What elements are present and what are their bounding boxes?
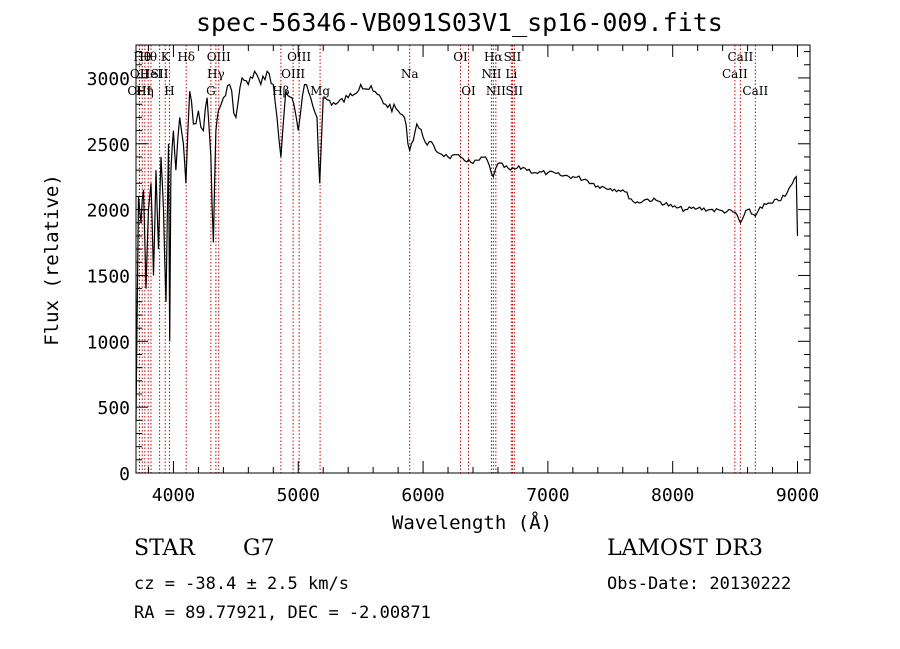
survey-name: LAMOST DR3 (607, 536, 763, 561)
line-label-26: CaII (722, 67, 748, 81)
line-label-19: OI (461, 84, 476, 98)
line-label-16: Mg (310, 84, 330, 98)
line-label-6: SII (151, 67, 169, 81)
coordinates-text: RA = 89.77921, DEC = -2.00871 (134, 603, 431, 623)
y-tick-label-3: 1500 (87, 266, 130, 287)
y-tick-label-1: 500 (97, 398, 130, 419)
emission-line-markers (138, 45, 756, 473)
x-tick-label-1: 5000 (277, 485, 320, 506)
y-tick-label-4: 2000 (87, 201, 130, 222)
x-tick-label-2: 6000 (401, 485, 444, 506)
y-tick-label-0: 0 (119, 464, 130, 485)
line-label-27: CaII (727, 50, 753, 64)
x-tick-label-4: 8000 (651, 485, 694, 506)
line-label-9: Hδ (177, 50, 195, 64)
line-label-12: OIII (207, 50, 231, 64)
x-tick-label-0: 4000 (152, 485, 195, 506)
x-tick-label-3: 7000 (526, 485, 569, 506)
line-label-28: CaII (742, 84, 768, 98)
x-axis-label: Wavelength (Å) (392, 511, 552, 534)
emission-line-labels: HθOIIOIIIHηHθHeISIIKHHδGHγOIIIHβOIIIOIII… (127, 50, 768, 98)
line-label-0: Hθ (133, 50, 151, 64)
line-label-3: Hη (136, 84, 154, 98)
axis-ticks (136, 45, 810, 474)
object-subclass: G7 (243, 536, 275, 561)
line-label-7: K (161, 50, 171, 64)
line-label-17: Na (401, 67, 419, 81)
line-label-18: OI (453, 50, 468, 64)
line-label-15: OIII (287, 50, 311, 64)
chart-title: spec-56346-VB091S03V1_sp16-009.fits (196, 8, 723, 37)
y-tick-label-2: 1000 (87, 332, 130, 353)
object-class: STAR (134, 536, 195, 561)
line-label-8: H (164, 84, 174, 98)
line-label-22: NII (486, 84, 506, 98)
y-tick-label-6: 3000 (87, 69, 130, 90)
observation-date: Obs-Date: 20130222 (607, 574, 792, 594)
line-label-11: Hγ (207, 67, 225, 81)
line-label-24: SII (504, 50, 522, 64)
line-label-23: Li (505, 67, 517, 81)
line-label-21: Hα (484, 50, 503, 64)
line-label-14: OIII (281, 67, 305, 81)
axis-tick-labels: 4000 5000 6000 7000 8000 9000 0 500 1000 1500 2000… (87, 69, 820, 506)
line-label-4: Hθ (139, 50, 157, 64)
redshift-text: cz = -38.4 ± 2.5 km/s (134, 574, 349, 594)
flux-series-line (135, 69, 799, 421)
line-label-25: SII (505, 84, 523, 98)
line-label-20: NII (481, 67, 501, 81)
y-tick-label-5: 2500 (87, 135, 130, 156)
x-tick-label-5: 9000 (776, 485, 819, 506)
line-label-10: G (206, 84, 216, 98)
y-axis-label: Flux (relative) (41, 174, 63, 346)
